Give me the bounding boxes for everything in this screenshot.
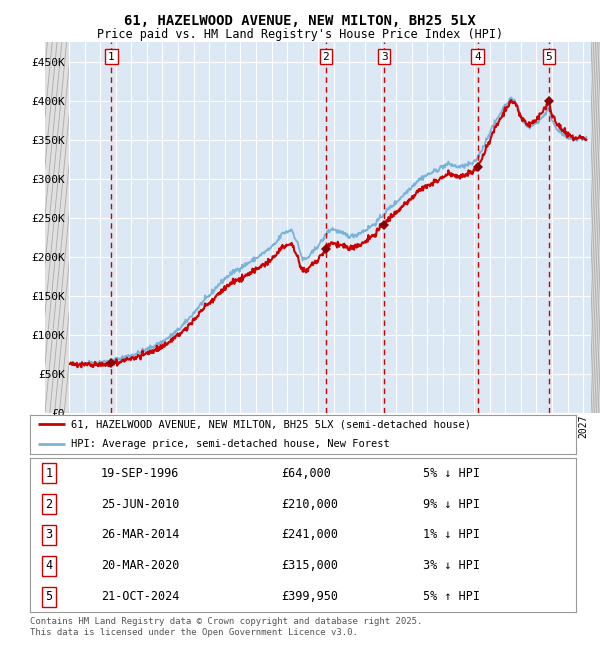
- Text: 5: 5: [545, 51, 553, 62]
- Text: 1% ↓ HPI: 1% ↓ HPI: [423, 528, 480, 541]
- Text: 21-OCT-2024: 21-OCT-2024: [101, 590, 179, 603]
- Text: 26-MAR-2014: 26-MAR-2014: [101, 528, 179, 541]
- Text: 61, HAZELWOOD AVENUE, NEW MILTON, BH25 5LX (semi-detached house): 61, HAZELWOOD AVENUE, NEW MILTON, BH25 5…: [71, 419, 471, 430]
- Text: 61, HAZELWOOD AVENUE, NEW MILTON, BH25 5LX: 61, HAZELWOOD AVENUE, NEW MILTON, BH25 5…: [124, 14, 476, 29]
- Text: 3: 3: [46, 528, 53, 541]
- Text: 19-SEP-1996: 19-SEP-1996: [101, 467, 179, 480]
- Text: 2: 2: [46, 497, 53, 510]
- Text: 5: 5: [46, 590, 53, 603]
- Text: 1: 1: [46, 467, 53, 480]
- Text: £210,000: £210,000: [281, 497, 338, 510]
- Text: 25-JUN-2010: 25-JUN-2010: [101, 497, 179, 510]
- Text: £241,000: £241,000: [281, 528, 338, 541]
- Text: £64,000: £64,000: [281, 467, 331, 480]
- Text: 4: 4: [46, 560, 53, 573]
- Text: 2: 2: [322, 51, 329, 62]
- Text: £399,950: £399,950: [281, 590, 338, 603]
- Text: Contains HM Land Registry data © Crown copyright and database right 2025.
This d: Contains HM Land Registry data © Crown c…: [30, 618, 422, 637]
- Text: 9% ↓ HPI: 9% ↓ HPI: [423, 497, 480, 510]
- Text: 3% ↓ HPI: 3% ↓ HPI: [423, 560, 480, 573]
- Text: 5% ↑ HPI: 5% ↑ HPI: [423, 590, 480, 603]
- Text: 20-MAR-2020: 20-MAR-2020: [101, 560, 179, 573]
- Text: HPI: Average price, semi-detached house, New Forest: HPI: Average price, semi-detached house,…: [71, 439, 390, 449]
- Text: Price paid vs. HM Land Registry's House Price Index (HPI): Price paid vs. HM Land Registry's House …: [97, 28, 503, 41]
- Text: 1: 1: [108, 51, 115, 62]
- Text: 3: 3: [381, 51, 388, 62]
- Text: 4: 4: [474, 51, 481, 62]
- Text: £315,000: £315,000: [281, 560, 338, 573]
- Text: 5% ↓ HPI: 5% ↓ HPI: [423, 467, 480, 480]
